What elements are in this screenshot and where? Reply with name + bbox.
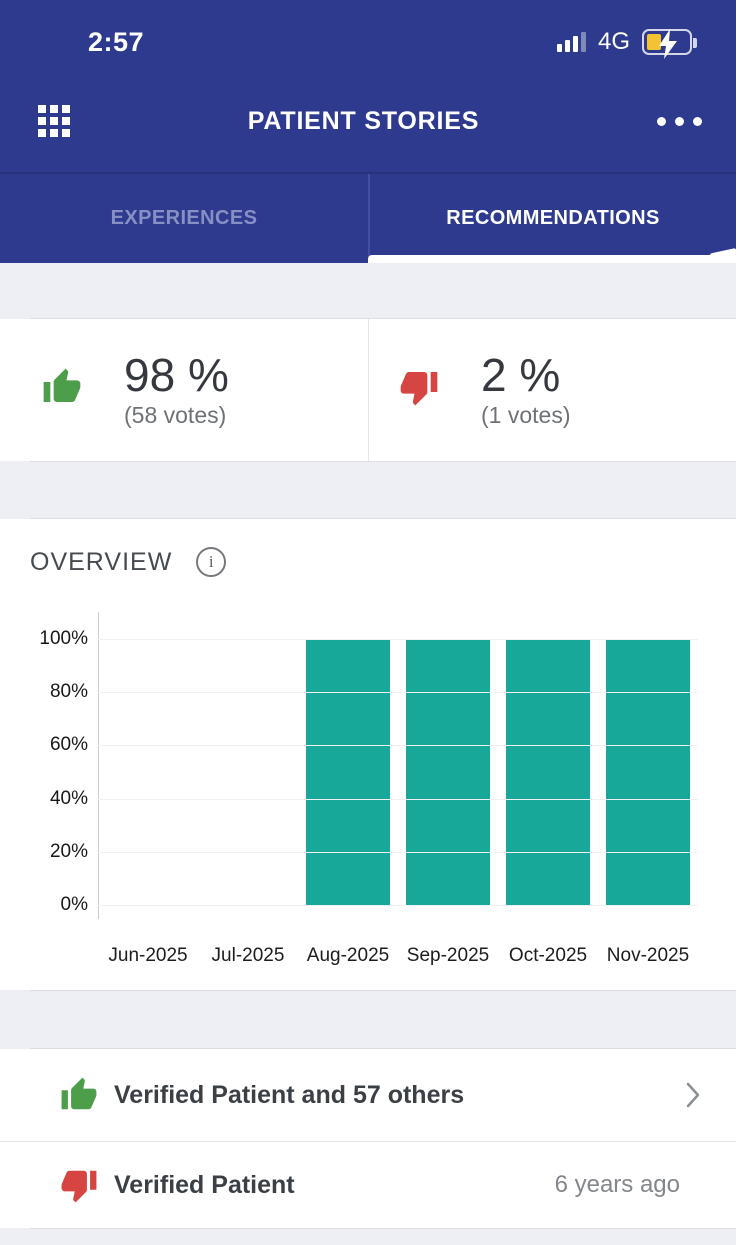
section-divider	[0, 263, 736, 319]
y-tick-label: 40%	[49, 787, 88, 809]
y-tick-label: 100%	[39, 628, 88, 649]
positive-percent: 98 %	[124, 348, 229, 401]
tab-recommendations[interactable]: RECOMMENDATIONS	[368, 174, 736, 263]
active-tab-indicator	[368, 255, 736, 263]
thumb-down-icon	[61, 1170, 97, 1203]
more-options-icon[interactable]	[657, 116, 702, 126]
chart-y-axis: 0% 20% 40% 60% 80% 100%	[0, 628, 98, 915]
gridline	[98, 692, 698, 694]
battery-charging-icon	[642, 29, 697, 59]
info-icon[interactable]: i	[196, 547, 227, 577]
chart-plot	[98, 612, 698, 919]
review-title: Verified Patient	[114, 1170, 295, 1199]
bottom-divider	[0, 1228, 736, 1245]
x-tick-label: Oct-2025	[508, 945, 588, 966]
tab-bar: EXPERIENCES RECOMMENDATIONS	[0, 172, 736, 263]
x-tick-label: Jun-2025	[108, 945, 188, 966]
positive-vote-stat: 98 % (58 votes)	[0, 319, 368, 461]
x-tick-label: Jul-2025	[211, 945, 285, 966]
x-tick-label: Nov-2025	[606, 945, 690, 966]
gridline	[98, 798, 698, 800]
status-time: 2:57	[88, 26, 145, 57]
negative-percent: 2 %	[481, 348, 561, 401]
app-header: 2:57 4G PATIENT STORIES EXPERIENCES RECO…	[0, 0, 736, 263]
tab-experiences[interactable]: EXPERIENCES	[110, 207, 258, 229]
status-bar: 2:57 4G	[0, 0, 736, 70]
chart-bar	[506, 639, 590, 905]
chart-x-axis: Jun-2025 Jul-2025 Aug-2025 Sep-2025 Oct-2025…	[98, 945, 698, 967]
chevron-right-icon[interactable]	[684, 1080, 702, 1110]
review-title: Verified Patient and 57 others	[114, 1080, 465, 1109]
review-timestamp: 6 years ago	[554, 1171, 680, 1198]
x-tick-label: Sep-2025	[406, 945, 490, 966]
positive-votes-count: (58 votes)	[124, 402, 227, 429]
gridline	[98, 905, 698, 906]
overview-chart: 0% 20% 40% 60% 80% 100%	[0, 612, 736, 919]
x-tick-label: Aug-2025	[306, 945, 390, 966]
negative-votes-count: (1 votes)	[481, 402, 571, 429]
gridline	[98, 745, 698, 747]
negative-vote-stat: 2 % (1 votes)	[368, 319, 736, 461]
vote-summary-card: 98 % (58 votes) 2 % (1 votes)	[0, 319, 736, 461]
overview-section: OVERVIEW i 0% 20% 40% 60% 80% 100% Jun-2025 Ju…	[0, 519, 736, 990]
thumb-up-icon	[61, 1077, 97, 1110]
app-grid-menu-icon[interactable]	[38, 105, 70, 137]
y-tick-label: 0%	[60, 894, 88, 915]
review-row-positive[interactable]: Verified Patient and 57 others	[0, 1049, 736, 1142]
overview-title: OVERVIEW	[30, 547, 173, 576]
chart-bar	[306, 639, 390, 905]
gridline	[98, 639, 698, 640]
y-tick-label: 60%	[49, 734, 88, 756]
chart-bars	[98, 639, 698, 905]
signal-strength-icon	[556, 32, 586, 52]
chart-axis-line	[98, 612, 99, 919]
gridline	[98, 851, 698, 853]
nav-bar: PATIENT STORIES	[0, 70, 736, 172]
page-title: PATIENT STORIES	[247, 106, 480, 135]
review-row-negative[interactable]: Verified Patient 6 years ago	[0, 1142, 736, 1228]
section-divider	[0, 990, 736, 1049]
thumb-up-icon	[43, 368, 81, 402]
network-type-label: 4G	[597, 28, 630, 55]
y-tick-label: 20%	[49, 840, 88, 862]
section-divider	[0, 461, 736, 519]
y-tick-label: 80%	[49, 681, 88, 703]
chart-bar	[606, 639, 690, 905]
thumb-down-icon	[400, 372, 438, 406]
chart-bar	[406, 639, 490, 905]
